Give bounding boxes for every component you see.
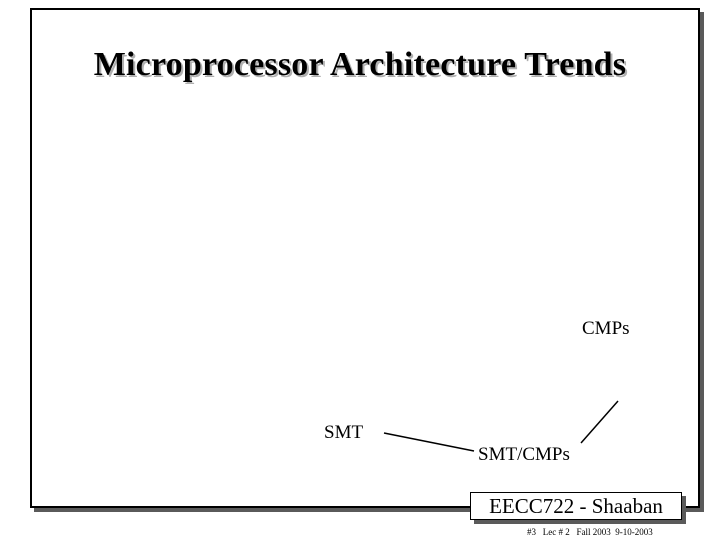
cmps-to-smtcmps-line (580, 400, 619, 444)
cmps-label: CMPs (582, 318, 630, 339)
lecture-meta: #3 Lec # 2 Fall 2003 9-10-2003 (527, 527, 653, 537)
course-footer-box: EECC722 - Shaaban (470, 492, 682, 520)
smt-label: SMT (324, 422, 364, 443)
slide-frame (30, 8, 700, 508)
smt-cmps-label: SMT/CMPs (478, 444, 570, 465)
smt-to-smtcmps-line (383, 432, 475, 452)
slide-title: Microprocessor Architecture Trends (93, 46, 627, 83)
